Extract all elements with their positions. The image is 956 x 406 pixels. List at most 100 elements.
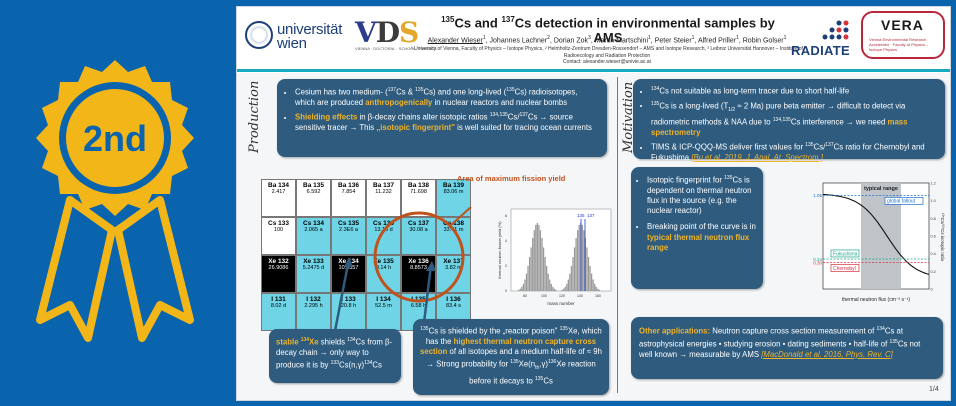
vds-logo: VDS VIENNA · DOCTORAL · SCHOOL · PHYSICS bbox=[355, 16, 437, 51]
nuclide-cell: I 132 2.295 h bbox=[296, 293, 331, 331]
histogram-bar bbox=[566, 283, 568, 291]
university-seal-icon bbox=[245, 21, 273, 49]
nuclide-cell: Ba 137 11.232 bbox=[366, 179, 401, 217]
motivation-intro-box: 134Cs not suitable as long-term tracer d… bbox=[633, 79, 945, 162]
ratio-reference-label-box bbox=[830, 249, 860, 258]
fingerprint-bullet-2: Breaking point of the curve is in typica… bbox=[647, 222, 756, 253]
author-name: Robin Golser bbox=[742, 37, 784, 45]
author-affiliation-marker: 1 bbox=[648, 35, 651, 41]
histogram-bar bbox=[561, 289, 563, 291]
author-list: Alexander Wieser1, Johannes Lachner2, Do… bbox=[427, 35, 787, 45]
nuclide-cell-name: Cs 137 bbox=[408, 220, 429, 227]
histogram-bar bbox=[536, 223, 538, 291]
ratio-chart-y-tick: 0.8 bbox=[931, 217, 936, 221]
histogram-marker-135: 135 bbox=[577, 213, 585, 218]
svg-text:80: 80 bbox=[523, 294, 527, 298]
nuclide-cell-value: 8.8573 bbox=[410, 265, 427, 271]
contact-text: Contact: alexander.wieser@univie.ac.at bbox=[563, 59, 651, 65]
nuclide-cell: Ba 135 6.592 bbox=[296, 179, 331, 217]
ratio-chart-y-tick: 0.6 bbox=[931, 235, 936, 239]
university-logo: universität wien bbox=[245, 19, 342, 53]
histogram-bar bbox=[539, 230, 542, 291]
histogram-bar bbox=[595, 286, 597, 291]
svg-text:160: 160 bbox=[595, 294, 601, 298]
author-affiliation-marker: 1 bbox=[482, 35, 486, 41]
histogram-bar bbox=[569, 273, 571, 291]
isotopic-fingerprint-box: Isotopic fingerprint for 135Cs is depend… bbox=[631, 167, 763, 289]
nuclide-cell-name: Ba 138 bbox=[408, 182, 429, 189]
histogram-ylabel: thermal neutron fission yield (%) bbox=[497, 221, 502, 279]
ratio-chart-y-tick: 1.0 bbox=[931, 199, 936, 203]
histogram-bar bbox=[535, 224, 537, 291]
ratio-chart-series: 1.06 global fallout 0.34 Fukushima 0.30 Chern… bbox=[813, 193, 930, 275]
histogram-bar bbox=[522, 283, 525, 291]
nuclide-cell-value: 100 bbox=[273, 227, 284, 233]
ratio-reference-label-box bbox=[884, 197, 924, 205]
histogram-bar bbox=[542, 247, 545, 291]
motivation-bullet-3: TIMS & ICP-QQQ-MS deliver first values f… bbox=[651, 140, 937, 163]
nuclide-cell-value: 6.58 h bbox=[410, 303, 427, 309]
ratio-reference-label: global fallout bbox=[887, 199, 916, 205]
histogram-bar bbox=[598, 289, 600, 291]
histogram-bar bbox=[563, 288, 565, 291]
svg-text:0: 0 bbox=[505, 289, 507, 293]
ratio-reference-value: 0.30 bbox=[813, 260, 822, 265]
nuclide-cell-value: 9.14 h bbox=[375, 265, 392, 271]
histogram-bar bbox=[519, 288, 521, 291]
author-affiliation-marker: 1 bbox=[691, 35, 695, 41]
histogram-marker-137: 137 bbox=[587, 213, 595, 218]
histogram-bar bbox=[589, 265, 591, 291]
svg-text:120: 120 bbox=[559, 294, 565, 298]
university-logo-line2: wien bbox=[277, 35, 307, 52]
histogram-bar bbox=[572, 257, 574, 291]
nuclide-cell: Ba 138 71.698 bbox=[401, 179, 436, 217]
ratio-chart-y-tick: 0.2 bbox=[931, 270, 936, 274]
histogram-bar bbox=[547, 273, 549, 291]
nuclide-cell-name: Xe 136 bbox=[408, 258, 429, 265]
xe134-shielding-box: stable 134Xe shields 134Cs from β-decay … bbox=[269, 329, 401, 383]
histogram-bar bbox=[583, 230, 585, 291]
ratio-curve bbox=[822, 193, 930, 275]
nuclide-cell-value: 2.3E6 a bbox=[339, 227, 358, 233]
nuclide-cell-value: 30.08 a bbox=[409, 227, 428, 233]
ratio-reference-label: Chernobyl bbox=[833, 266, 856, 272]
nuclide-cell: Cs 135 2.3E6 a bbox=[331, 217, 366, 255]
ribbon-tail-left bbox=[36, 196, 116, 342]
histogram-xlabel: mass number bbox=[547, 301, 575, 306]
nuclide-cell-value: 2.065 a bbox=[304, 227, 323, 233]
vds-logo-subtitle: VIENNA · DOCTORAL · SCHOOL · PHYSICS bbox=[355, 46, 437, 51]
nuclide-cell-value: 5.2475 d bbox=[302, 265, 325, 271]
nuclide-cell-name: I 133 bbox=[341, 296, 356, 303]
fission-yield-label: Area of maximum fission yield bbox=[457, 174, 566, 183]
column-divider bbox=[617, 77, 618, 393]
histogram-bar bbox=[570, 265, 573, 291]
histogram-bar bbox=[586, 247, 588, 291]
ratio-chart-xlabel: thermal neutron flux (cm⁻² s⁻¹) bbox=[842, 297, 910, 303]
nuclide-cell-name: I 131 bbox=[271, 296, 286, 303]
histogram-bar bbox=[577, 230, 579, 291]
author-affiliation-marker: 1 bbox=[783, 35, 787, 41]
histogram-bar bbox=[532, 238, 534, 291]
histogram-bar bbox=[573, 247, 576, 291]
histogram-bar bbox=[584, 238, 587, 291]
nuclide-cell: Xe 137 3.82 m bbox=[436, 255, 471, 293]
ratio-chart-ylabel: ¹³⁵Cs/¹³⁷Cs isotopic ratio bbox=[940, 213, 945, 262]
ratio-chart-y-tick: 1.2 bbox=[931, 182, 936, 186]
nuclide-cell-name: I 136 bbox=[446, 296, 461, 303]
production-bullet-1: Cesium has two medium- (137Cs & 135Cs) a… bbox=[295, 85, 599, 108]
histogram-bar bbox=[597, 288, 599, 291]
nuclide-cell: Xe 133 5.2475 d bbox=[296, 255, 331, 293]
histogram-bar bbox=[594, 283, 596, 291]
histogram-bar bbox=[578, 224, 580, 291]
ratio-reference-value: 0.34 bbox=[813, 257, 822, 262]
ratio-chart-y-tick: 0.4 bbox=[931, 252, 936, 256]
rosette-inner-disk bbox=[66, 89, 164, 187]
nuclide-cell: I 134 52.5 m bbox=[366, 293, 401, 331]
histogram-bar bbox=[549, 279, 551, 291]
nuclide-cell-name: I 132 bbox=[306, 296, 321, 303]
poster: universität wien VDS VIENNA · DOCTORAL ·… bbox=[236, 6, 951, 401]
svg-text:2: 2 bbox=[505, 264, 507, 268]
radiate-logo-text: RADIATE bbox=[791, 43, 850, 58]
radiate-logo: RADIATE bbox=[791, 17, 857, 65]
nuclide-cell-name: Ba 136 bbox=[338, 182, 359, 189]
